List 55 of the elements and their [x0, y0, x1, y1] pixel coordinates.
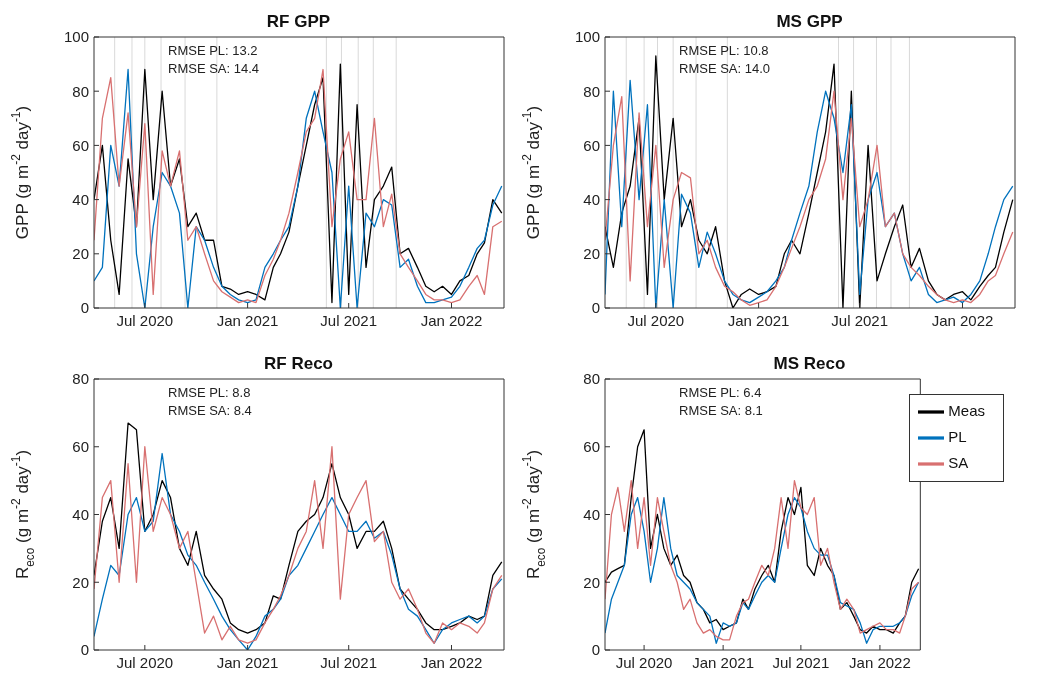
x-tick-label: Jan 2021 — [216, 653, 279, 671]
legend-label: SA — [948, 453, 969, 471]
y-tick-label: 80 — [72, 370, 89, 388]
x-tick-label: Jul 2021 — [320, 311, 378, 329]
chart-title: RF Reco — [263, 354, 334, 374]
annotation: RMSE PL: 10.8 — [679, 42, 770, 60]
y-tick-label: 60 — [72, 136, 89, 154]
annotation: RMSE PL: 6.4 — [679, 384, 763, 402]
line-series — [605, 429, 920, 634]
x-tick-label: Jul 2020 — [116, 653, 174, 671]
x-tick-label: Jan 2021 — [692, 653, 754, 671]
y-tick-label: 60 — [72, 438, 89, 456]
y-tick-label: 60 — [583, 136, 600, 154]
y-tick-label: 40 — [72, 505, 89, 523]
y-tick-label: 40 — [583, 190, 600, 208]
chart-title: MS GPP — [775, 12, 844, 32]
y-tick-label: 100 — [63, 28, 89, 46]
y-tick-label: 20 — [583, 245, 600, 263]
x-tick-label: Jan 2022 — [849, 653, 911, 671]
x-tick-label: Jan 2022 — [420, 653, 483, 671]
x-tick-label: Jul 2021 — [831, 311, 889, 329]
x-tick-label: Jul 2021 — [320, 653, 378, 671]
y-tick-label: 80 — [583, 82, 600, 100]
x-tick-label: Jan 2021 — [727, 311, 790, 329]
x-tick-label: Jul 2020 — [615, 653, 673, 671]
y-tick-label: 20 — [72, 573, 89, 591]
x-tick-label: Jul 2021 — [772, 653, 830, 671]
x-tick-label: Jul 2020 — [116, 311, 174, 329]
annotation: RMSE PL: 13.2 — [168, 42, 259, 60]
y-tick-label: 0 — [591, 641, 600, 659]
y-tick-label: 20 — [72, 245, 89, 263]
y-tick-label: 0 — [591, 299, 600, 317]
y-tick-label: 100 — [574, 28, 600, 46]
legend-label: Meas — [948, 401, 985, 419]
x-tick-label: Jan 2022 — [931, 311, 994, 329]
line-series — [94, 422, 503, 634]
y-tick-label: 80 — [72, 82, 89, 100]
y-tick-label: 40 — [72, 190, 89, 208]
annotation: RMSE SA: 8.1 — [679, 402, 763, 420]
x-tick-label: Jul 2020 — [627, 311, 685, 329]
annotation: RMSE SA: 14.0 — [679, 60, 771, 78]
chart-title: MS Reco — [772, 354, 847, 374]
y-tick-label: 60 — [583, 438, 600, 456]
annotation: RMSE SA: 14.4 — [168, 60, 260, 78]
y-tick-label: 80 — [583, 370, 600, 388]
y-tick-label: 40 — [583, 505, 600, 523]
y-tick-label: 20 — [583, 573, 600, 591]
x-tick-label: Jan 2022 — [420, 311, 483, 329]
legend-label: PL — [948, 427, 967, 445]
x-tick-label: Jan 2021 — [216, 311, 279, 329]
annotation: RMSE SA: 8.4 — [168, 402, 252, 420]
annotation: RMSE PL: 8.8 — [168, 384, 252, 402]
y-tick-label: 0 — [80, 299, 89, 317]
chart-title: RF GPP — [265, 12, 332, 32]
y-tick-label: 0 — [80, 641, 89, 659]
